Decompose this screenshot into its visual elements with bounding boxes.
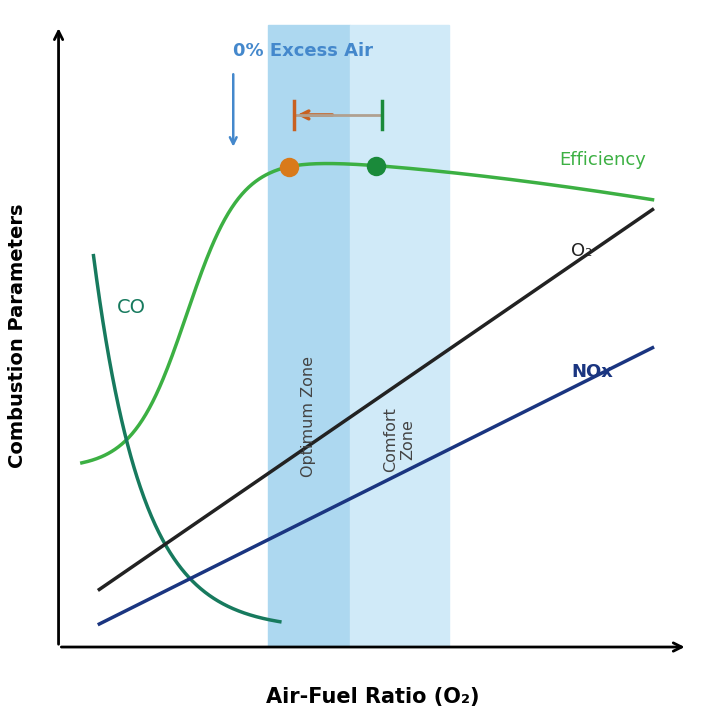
Text: Efficiency: Efficiency <box>560 150 646 168</box>
Text: 0% Excess Air: 0% Excess Air <box>233 42 373 60</box>
Bar <box>268 25 349 647</box>
Text: Comfort
Zone: Comfort Zone <box>383 407 416 473</box>
Text: Air-Fuel Ratio (O₂): Air-Fuel Ratio (O₂) <box>266 687 480 707</box>
Text: CO: CO <box>117 298 145 317</box>
Text: O₂: O₂ <box>571 241 593 260</box>
Text: Combustion Parameters: Combustion Parameters <box>9 204 27 468</box>
Text: Optimum Zone: Optimum Zone <box>302 357 317 478</box>
Text: NOx: NOx <box>571 362 613 380</box>
Bar <box>349 25 448 647</box>
